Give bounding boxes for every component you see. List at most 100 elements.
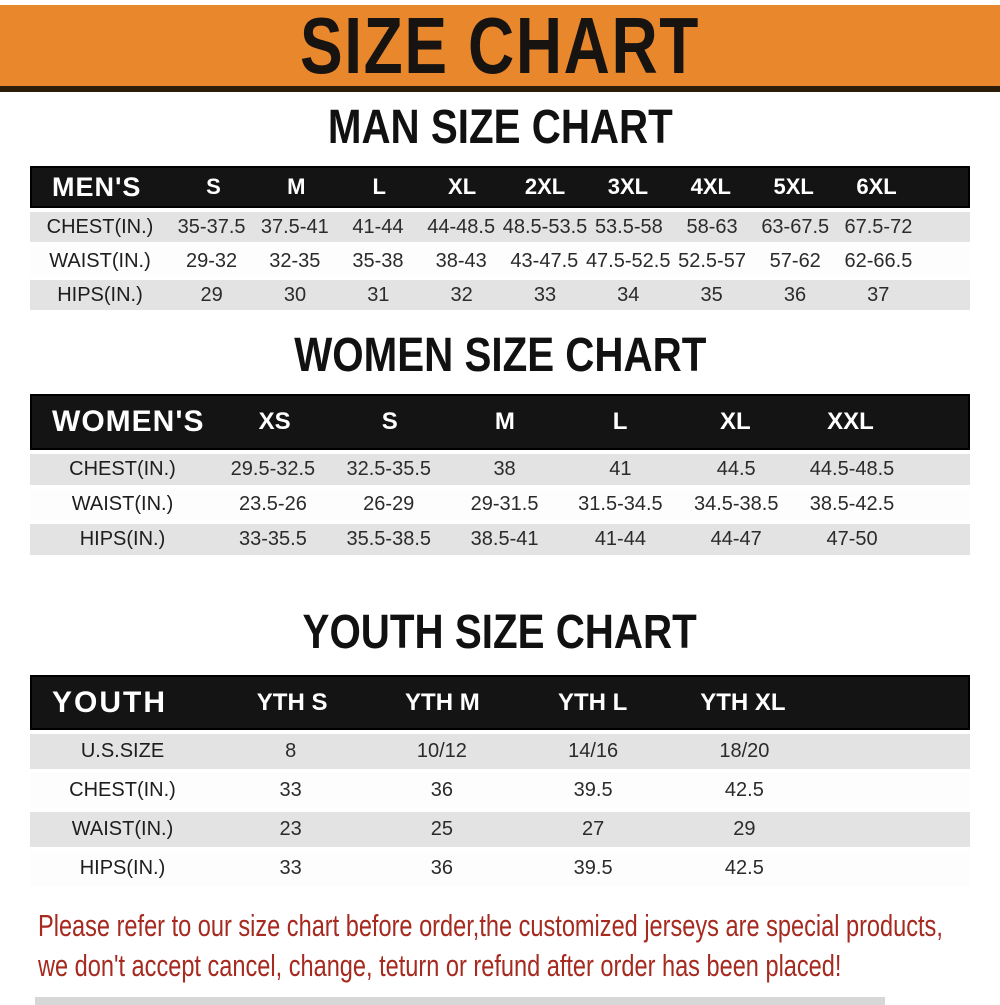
- column-header: YTH XL: [700, 688, 786, 716]
- data-cell: 31: [367, 283, 390, 306]
- data-cell: 34.5-38.5: [693, 493, 779, 515]
- data-cell: 38-43: [435, 249, 487, 272]
- disclaimer: Please refer to our size chart before or…: [38, 906, 1000, 986]
- data-cell: 29-32: [186, 249, 238, 272]
- table-row: WAIST(IN.) 23.5-26 26-29 29-31.5 31.5-34.5 34…: [30, 489, 970, 520]
- data-cell: 44-47: [710, 528, 762, 550]
- data-cell: 32: [450, 283, 473, 306]
- data-cell: 37: [867, 283, 890, 306]
- data-cell: 41: [609, 458, 632, 480]
- data-cell: 25: [430, 818, 453, 840]
- column-header: XXL: [827, 408, 874, 435]
- data-cell: 52.5-57: [678, 249, 746, 272]
- table-header-label: WOMEN'S: [52, 405, 205, 438]
- column-header: S: [381, 408, 398, 435]
- women-size-chart-heading: WOMEN SIZE CHART: [0, 329, 1000, 382]
- table-row: HIPS(IN.) 29 30 31 32 33 34 35 36 37: [30, 280, 970, 310]
- table-row: CHEST(IN.) 35-37.5 37.5-41 41-44 44-48.5 48.5…: [30, 212, 970, 242]
- data-cell: 63-67.5: [761, 215, 830, 238]
- column-header: M: [287, 174, 306, 199]
- banner-title: SIZE CHART: [300, 0, 700, 90]
- data-cell: 47-50: [826, 528, 878, 550]
- data-cell: 29.5-32.5: [230, 458, 316, 480]
- data-cell: 42.5: [724, 857, 764, 879]
- disclaimer-line-2: we don't accept cancel, change, teturn o…: [38, 948, 842, 983]
- men-size-chart-heading: MAN SIZE CHART: [0, 101, 1000, 154]
- bottom-edge-strip: [35, 997, 885, 1005]
- table-header-row: WOMEN'S XS S M L XL XXL: [30, 394, 970, 450]
- column-header: XL: [448, 174, 477, 199]
- column-header: 4XL: [690, 174, 731, 199]
- data-cell: 31.5-34.5: [578, 493, 663, 515]
- data-cell: 33-35.5: [238, 528, 307, 550]
- data-cell: 58-63: [686, 215, 738, 238]
- data-cell: 41-44: [594, 528, 646, 550]
- data-cell: 39.5: [573, 857, 613, 879]
- data-cell: 36: [783, 283, 807, 306]
- data-cell: 44.5-48.5: [809, 458, 895, 480]
- section-men: MAN SIZE CHART MEN'S S M L XL 2XL 3XL 4XL 5XL 6XL…: [0, 101, 1000, 310]
- data-cell: 14/16: [568, 740, 619, 762]
- data-cell: 47.5-52.5: [585, 249, 671, 272]
- youth-heading-text: YOUTH SIZE CHART: [302, 606, 698, 659]
- table-row: HIPS(IN.) 33 36 39.5 42.5: [30, 851, 970, 886]
- youth-size-table: YOUTH YTH S YTH M YTH L YTH XL U.S.SIZE 8 10/12…: [30, 675, 970, 886]
- column-header: 5XL: [773, 174, 814, 199]
- data-cell: 67.5-72: [844, 215, 913, 238]
- men-size-table: MEN'S S M L XL 2XL 3XL 4XL 5XL 6XL CHEST(IN.) 35-37…: [30, 166, 970, 310]
- column-header: 2XL: [524, 174, 566, 199]
- data-cell: 57-62: [769, 249, 821, 272]
- data-cell: 18/20: [719, 740, 770, 762]
- data-cell: 32-35: [269, 249, 321, 272]
- data-cell: 38.5-42.5: [809, 493, 895, 515]
- men-heading-text: MAN SIZE CHART: [327, 101, 673, 154]
- data-cell: 8: [285, 740, 297, 762]
- column-header: YTH S: [256, 688, 328, 716]
- section-youth: YOUTH SIZE CHART YOUTH YTH S YTH M YTH L YTH…: [0, 606, 1000, 886]
- banner: SIZE CHART: [0, 5, 1000, 92]
- data-cell: 41-44: [352, 215, 404, 238]
- data-cell: 33: [279, 857, 302, 879]
- data-cell: 33: [533, 283, 557, 306]
- data-cell: 35-38: [352, 249, 404, 272]
- data-cell: 35.5-38.5: [346, 528, 431, 550]
- size-chart-page: SIZE CHART MAN SIZE CHART MEN'S S M L XL 2XL 3…: [0, 5, 1000, 1005]
- data-cell: 42.5: [724, 779, 764, 801]
- row-label: WAIST(IN.): [71, 818, 174, 840]
- data-cell: 30: [283, 283, 307, 306]
- data-cell: 32.5-35.5: [346, 458, 431, 480]
- table-row: U.S.SIZE 8 10/12 14/16 18/20: [30, 734, 970, 769]
- table-header-label: YOUTH: [52, 685, 167, 719]
- table-header-label: MEN'S: [52, 171, 142, 202]
- data-cell: 29: [200, 283, 223, 306]
- youth-size-chart-heading: YOUTH SIZE CHART: [0, 606, 1000, 659]
- row-label: WAIST(IN.): [71, 493, 174, 515]
- section-women: WOMEN SIZE CHART WOMEN'S XS S M L XL XXL CHEST(…: [0, 329, 1000, 555]
- data-cell: 29-31.5: [470, 493, 539, 515]
- column-header: 6XL: [856, 174, 897, 199]
- data-cell: 23.5-26: [238, 493, 307, 515]
- women-heading-text: WOMEN SIZE CHART: [293, 329, 707, 382]
- table-row: WAIST(IN.) 29-32 32-35 35-38 38-43 43-47.5 47.…: [30, 246, 970, 276]
- data-cell: 35: [700, 283, 723, 306]
- row-label: HIPS(IN.): [79, 528, 166, 550]
- data-cell: 53.5-58: [594, 215, 663, 238]
- column-header: 3XL: [607, 174, 649, 199]
- column-header: M: [494, 408, 515, 435]
- row-label: CHEST(IN.): [69, 779, 176, 801]
- data-cell: 37.5-41: [260, 215, 329, 238]
- column-header: XS: [258, 408, 291, 435]
- row-label: WAIST(IN.): [49, 249, 151, 272]
- data-cell: 36: [430, 857, 453, 879]
- data-cell: 29: [733, 818, 756, 840]
- data-cell: 35-37.5: [177, 215, 246, 238]
- table-row: HIPS(IN.) 33-35.5 35.5-38.5 38.5-41 41-44 44-…: [30, 524, 970, 555]
- table-row: CHEST(IN.) 29.5-32.5 32.5-35.5 38 41 44.5 44.5…: [30, 454, 970, 485]
- row-label: CHEST(IN.): [46, 215, 154, 238]
- table-row: CHEST(IN.) 33 36 39.5 42.5: [30, 773, 970, 808]
- column-header: S: [206, 174, 221, 199]
- column-header: L: [612, 408, 628, 435]
- column-header: XL: [719, 408, 751, 435]
- row-label: U.S.SIZE: [80, 740, 165, 762]
- women-size-table: WOMEN'S XS S M L XL XXL CHEST(IN.) 29.5-32.5 32.5…: [30, 394, 970, 555]
